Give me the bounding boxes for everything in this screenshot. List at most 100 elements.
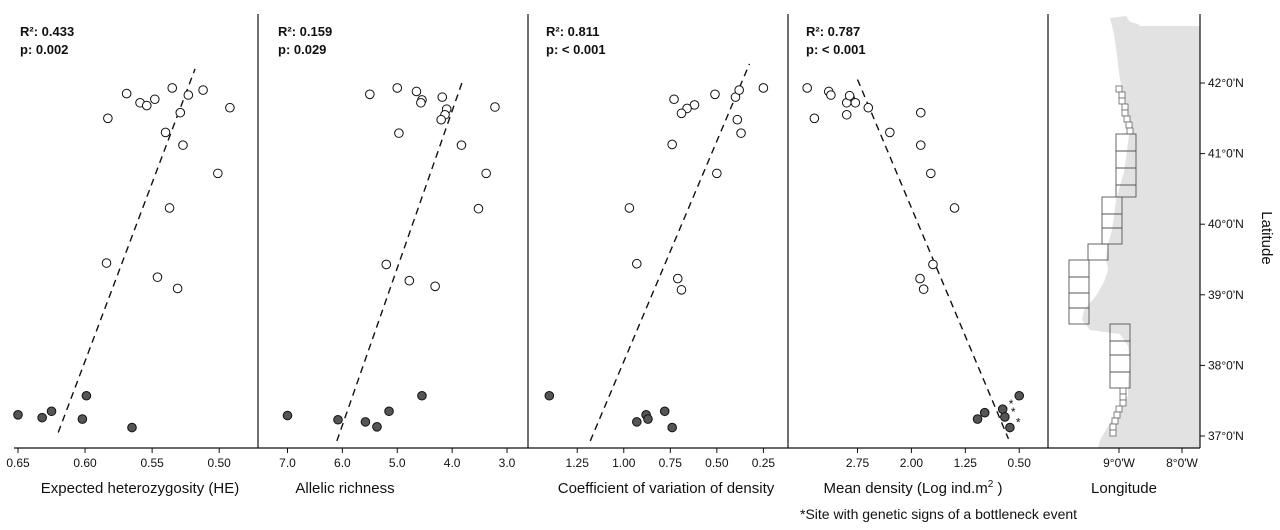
bottleneck-point (667, 422, 677, 433)
data-point (481, 168, 491, 179)
trend-line (57, 68, 196, 433)
data-point (667, 139, 677, 150)
p-value-label: p: < 0.001 (806, 42, 866, 57)
bottleneck-point (1005, 422, 1015, 433)
trend-line (589, 63, 751, 442)
data-point (437, 92, 448, 102)
data-point (381, 259, 392, 270)
map-land (1082, 16, 1200, 448)
x-tick-label: 6.0 (334, 456, 351, 470)
data-point (436, 114, 446, 125)
longitude-ticks: 9°0'W 8°0'W (1103, 448, 1199, 470)
data-point (404, 275, 415, 286)
data-point (490, 102, 500, 112)
bottleneck-point (127, 422, 137, 433)
footnote: *Site with genetic signs of a bottleneck… (800, 506, 1077, 522)
data-point (141, 100, 152, 111)
data-point (758, 83, 769, 93)
data-point (365, 89, 375, 100)
x-tick-label: 4.0 (444, 456, 461, 470)
data-point (915, 273, 925, 284)
bottleneck-point (972, 414, 983, 424)
data-point (809, 113, 820, 124)
data-point (473, 203, 484, 214)
x-tick-label: 2.75 (846, 456, 870, 470)
data-point (949, 203, 960, 213)
panel-heterozygosity: R²: 0.433 p: 0.002 0.65 0.60 0.55 0.50 Expe… (6, 14, 259, 497)
bottleneck-point (13, 410, 23, 420)
data-point (172, 283, 183, 294)
data-point (430, 281, 440, 292)
bottleneck-point (997, 404, 1008, 414)
x-tick-label: 5.0 (389, 456, 406, 470)
data-point (121, 88, 132, 99)
map-panel: 42°0'N 41°0'N 40°0'N 39°0'N 38°0'N 37°0'N 9°0… (1048, 14, 1275, 497)
bottleneck-point (659, 406, 670, 417)
bottleneck-point (544, 390, 555, 401)
bottleneck-asterisk: * (1011, 405, 1016, 419)
data-point (392, 83, 403, 93)
bottleneck-point (360, 417, 371, 427)
x-tick-label: 1.25 (566, 456, 590, 470)
data-point (734, 85, 744, 95)
data-point (915, 107, 926, 118)
data-point (456, 140, 467, 150)
data-point (394, 128, 404, 138)
data-point (164, 203, 175, 213)
data-point (150, 94, 160, 105)
r-squared-label: R²: 0.811 (546, 24, 599, 39)
lat-tick-label: 41°0'N (1208, 147, 1244, 161)
bottleneck-point (372, 422, 382, 432)
data-point (183, 90, 194, 100)
data-point (676, 285, 687, 295)
data-point (802, 83, 812, 93)
data-point (676, 108, 687, 119)
data-point (915, 140, 926, 150)
x-tick-label: 0.50 (207, 456, 231, 470)
data-point (863, 102, 874, 113)
panel-allelic-richness: R²: 0.159 p: 0.029 7.0 6.0 5.0 4.0 3.0 Allel… (258, 14, 529, 497)
x-tick-label: 2.00 (900, 456, 924, 470)
p-value-label: p: < 0.001 (546, 42, 606, 57)
x-ticks: 7.0 6.0 5.0 4.0 3.0 (279, 448, 516, 470)
data-point (826, 90, 836, 100)
data-point (918, 284, 929, 294)
p-value-label: p: 0.029 (278, 42, 326, 57)
panel-coefficient-variation: R²: 0.811 p: < 0.001 1.25 1.00 0.75 0.50 0.2… (528, 14, 789, 497)
data-point (624, 203, 635, 213)
latitude-ticks: 42°0'N 41°0'N 40°0'N 39°0'N 38°0'N 37°0'N (1200, 76, 1244, 443)
x-tick-label: 0.60 (73, 456, 97, 470)
x-ticks: 1.25 1.00 0.75 0.50 0.25 (566, 448, 775, 470)
data-point (198, 85, 208, 95)
x-ticks: 2.75 2.00 1.25 0.50 (846, 448, 1031, 470)
data-point (152, 272, 163, 282)
x-tick-label: 0.65 (6, 456, 30, 470)
data-point (103, 113, 113, 124)
lat-tick-label: 40°0'N (1208, 217, 1244, 231)
bottleneck-point (333, 414, 343, 425)
bottleneck-asterisks: *** (1009, 397, 1021, 429)
data-point (844, 90, 855, 101)
bottleneck-point (282, 410, 293, 421)
lat-tick-label: 39°0'N (1208, 288, 1244, 302)
x-tick-label: 0.55 (140, 456, 164, 470)
bottleneck-point (77, 414, 88, 424)
points (544, 83, 769, 433)
data-point (710, 89, 720, 100)
p-value-label: p: 0.002 (20, 42, 68, 57)
data-point (672, 273, 683, 284)
bottleneck-asterisk: * (1009, 397, 1014, 411)
data-point (225, 102, 235, 113)
x-tick-label: 3.0 (499, 456, 516, 470)
x-tick-label: 1.00 (612, 456, 636, 470)
trend-line (336, 79, 464, 442)
points (282, 83, 500, 432)
bottleneck-point (46, 406, 57, 417)
data-point (632, 258, 642, 269)
data-point (101, 258, 112, 268)
data-point (411, 86, 422, 97)
x-tick-label: 0.50 (705, 456, 729, 470)
r-squared-label: R²: 0.433 (20, 24, 74, 39)
bottleneck-asterisk: * (1016, 416, 1021, 430)
